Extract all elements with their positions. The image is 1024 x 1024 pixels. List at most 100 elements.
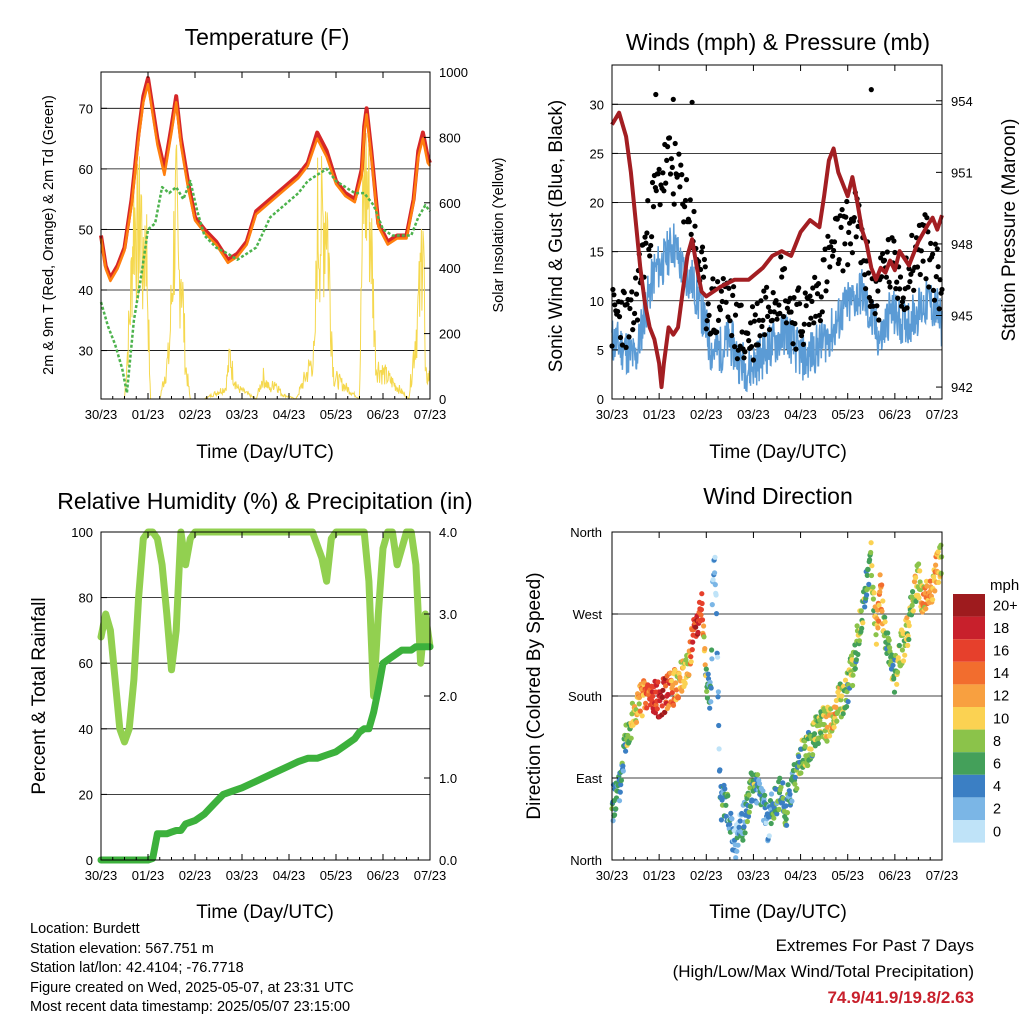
- direction-point: [908, 612, 915, 618]
- gust-point: [812, 274, 818, 280]
- gust-point: [930, 287, 937, 293]
- gust-point: [777, 310, 783, 316]
- direction-point: [827, 733, 833, 739]
- gust-point: [757, 333, 763, 339]
- x-tick-label: 06/23: [367, 407, 400, 422]
- y-tick-label: 30: [590, 97, 604, 112]
- winds-ylabel: Sonic Wind & Gust (Blue, Black): [546, 100, 567, 372]
- gust-point: [900, 295, 906, 301]
- direction-point: [936, 579, 942, 586]
- direction-point: [811, 731, 818, 737]
- winds-title: Winds (mph) & Pressure (mb): [626, 29, 930, 55]
- y-tick-label: North: [570, 525, 602, 540]
- direction-point: [916, 561, 922, 567]
- direction-point: [868, 549, 874, 556]
- direction-point: [787, 791, 793, 797]
- gust-point: [701, 256, 708, 263]
- gust-point: [644, 230, 650, 236]
- direction-point: [704, 695, 711, 701]
- direction-point: [810, 752, 816, 758]
- direction-point: [762, 792, 768, 798]
- x-tick-label: 30/23: [85, 407, 118, 422]
- gust-point: [843, 214, 849, 220]
- gust-point: [745, 330, 751, 336]
- x-tick-label: 05/23: [320, 407, 353, 422]
- direction-point: [885, 630, 891, 636]
- gust-point: [759, 323, 765, 330]
- direction-point: [679, 688, 685, 694]
- y2-tick-label: 4.0: [439, 525, 457, 540]
- humidity-xlabel: Time (Day/UTC): [196, 902, 334, 923]
- colorbar-label: 6: [993, 757, 1001, 773]
- direction-point: [709, 656, 715, 662]
- direction-point: [708, 699, 714, 705]
- gust-point: [892, 249, 898, 256]
- y-tick-label: 70: [79, 101, 93, 116]
- direction-point: [808, 746, 814, 752]
- gust-point: [868, 87, 874, 93]
- gust-point: [751, 318, 758, 324]
- direction-point: [728, 810, 734, 817]
- colorbar-swatch: [953, 639, 985, 662]
- direction-point: [708, 685, 714, 691]
- gust-point: [887, 284, 893, 290]
- x-tick-label: 07/23: [414, 868, 447, 883]
- direction-point: [817, 717, 823, 723]
- direction-point: [669, 690, 675, 696]
- gust-point: [682, 197, 689, 204]
- direction-point: [734, 848, 740, 854]
- direction-point: [779, 799, 786, 805]
- direction-point: [718, 817, 725, 823]
- y2-tick-label: 2.0: [439, 689, 457, 704]
- gust-point: [798, 333, 805, 339]
- direction-point: [833, 704, 839, 711]
- gust-point: [735, 347, 741, 353]
- direction-point: [868, 572, 875, 579]
- gust-point: [796, 285, 802, 291]
- gust-point: [672, 140, 678, 147]
- winds-y2label: Station Pressure (Maroon): [999, 119, 1020, 342]
- gust-point: [781, 313, 787, 320]
- gust-point: [731, 284, 737, 290]
- gust-point: [803, 303, 809, 309]
- direction-point: [900, 658, 907, 664]
- gust-point: [655, 171, 661, 177]
- gust-point: [791, 295, 797, 301]
- gust-point: [790, 341, 796, 347]
- colorbar-label: 4: [993, 779, 1001, 795]
- y-tick-label: 60: [79, 656, 93, 671]
- y-tick-label: East: [576, 771, 602, 786]
- direction-point: [707, 679, 713, 685]
- direction-point: [712, 582, 718, 588]
- gust-point: [718, 288, 725, 294]
- direction-point: [690, 639, 696, 645]
- gust-point: [631, 320, 637, 326]
- gust-point: [671, 201, 677, 207]
- gust-point: [734, 356, 741, 362]
- gust-point: [657, 202, 663, 208]
- direction-point: [876, 618, 882, 624]
- y2-tick-label: 951: [951, 165, 973, 180]
- direction-point: [778, 784, 784, 790]
- gust-point: [926, 284, 932, 290]
- gust-point: [626, 334, 632, 340]
- direction-point: [639, 713, 645, 719]
- gust-point: [906, 266, 912, 272]
- extremes-subtitle: (High/Low/Max Wind/Total Precipitation): [672, 962, 974, 981]
- gust-point: [819, 309, 825, 315]
- direction-point: [891, 689, 898, 695]
- direction-point: [680, 664, 686, 670]
- gust-point: [616, 314, 623, 320]
- direction-point: [927, 578, 933, 584]
- direction-point: [722, 786, 728, 792]
- gust-point: [831, 239, 838, 245]
- gust-point: [830, 253, 836, 259]
- gust-point: [656, 166, 662, 172]
- y-tick-label: 5: [597, 343, 604, 358]
- direction-point: [850, 672, 856, 678]
- direction-point: [910, 589, 916, 595]
- x-tick-label: 02/23: [690, 868, 723, 883]
- gust-point: [752, 312, 758, 318]
- direction-point: [894, 681, 900, 687]
